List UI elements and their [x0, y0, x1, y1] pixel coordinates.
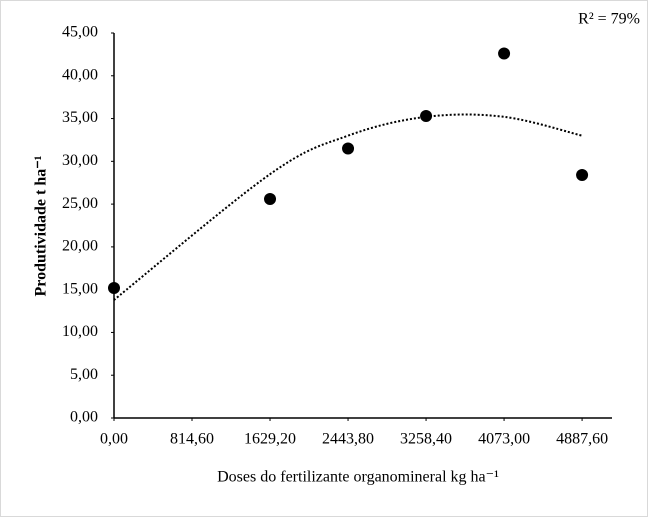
data-point: [264, 192, 277, 205]
x-tick-label: 4887,60: [556, 431, 608, 448]
x-tick-label: 814,60: [170, 431, 214, 448]
annotation: R² = 79%: [578, 11, 640, 28]
y-axis-label: Produtividade t ha⁻¹: [33, 155, 50, 296]
y-tick-label: 5,00: [70, 366, 98, 383]
data-point: [420, 109, 433, 122]
y-tick-label: 45,00: [62, 24, 98, 41]
y-tick-label: 40,00: [62, 66, 98, 83]
data-point: [498, 47, 511, 60]
x-axis-label: Doses do fertilizante organomineral kg h…: [217, 469, 499, 486]
x-tick-label: 1629,20: [244, 431, 296, 448]
data-point: [342, 142, 355, 155]
y-tick-label: 25,00: [62, 195, 98, 212]
data-point: [576, 169, 589, 182]
y-tick-label: 15,00: [62, 280, 98, 297]
y-tick-label: 20,00: [62, 238, 98, 255]
y-tick-label: 30,00: [62, 152, 98, 169]
x-tick-label: 0,00: [100, 431, 128, 448]
data-point: [108, 281, 120, 294]
y-tick-label: 0,00: [70, 409, 98, 426]
x-tick-label: 2443,80: [322, 431, 374, 448]
y-tick-label: 35,00: [62, 109, 98, 126]
y-tick-label: 10,00: [62, 323, 98, 340]
trendline: [113, 113, 583, 301]
x-tick-label: 3258,40: [400, 431, 452, 448]
x-tick-label: 4073,00: [478, 431, 530, 448]
